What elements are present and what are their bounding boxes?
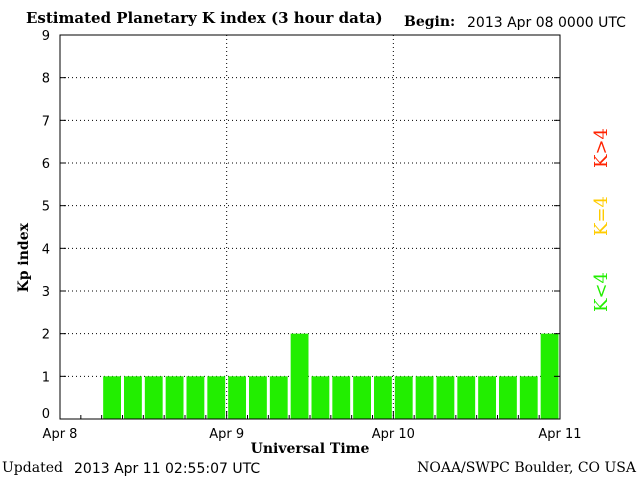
x-tick-label: Apr 8 <box>43 427 78 442</box>
kp-bar <box>228 376 246 419</box>
kp-bar <box>124 376 142 419</box>
y-tick-label: 0 <box>42 407 50 422</box>
kp-bar <box>457 376 476 419</box>
kp-bar <box>165 376 184 419</box>
kp-bar <box>374 376 392 419</box>
kp-bar <box>144 376 163 419</box>
y-tick-label: 3 <box>42 285 50 300</box>
begin-value: 2013 Apr 08 0000 UTC <box>467 15 626 31</box>
legend-k-equal-4: K=4 <box>591 196 612 236</box>
updated-label: Updated <box>2 460 63 476</box>
y-tick-label: 1 <box>42 370 50 385</box>
kp-bar <box>436 376 455 419</box>
y-tick-label: 7 <box>42 114 50 129</box>
updated-timestamp: 2013 Apr 11 02:55:07 UTC <box>74 461 261 477</box>
y-axis: 0 1 2 3 4 5 6 7 8 9 <box>42 29 560 422</box>
bars-group <box>103 333 559 419</box>
kp-bar <box>332 376 351 419</box>
x-tick-label: Apr 9 <box>209 427 244 442</box>
begin-label: Begin: <box>404 14 456 30</box>
kp-bar <box>207 376 226 419</box>
kp-bar <box>353 376 371 419</box>
kp-bar <box>103 376 121 419</box>
kp-bar <box>415 376 434 419</box>
y-tick-label: 9 <box>42 29 50 44</box>
y-tick-label: 4 <box>42 242 50 257</box>
kp-bar <box>478 376 496 419</box>
y-axis-title: Kp index <box>16 222 32 292</box>
x-axis: Apr 8 Apr 9 Apr 10 Apr 11 <box>43 411 582 442</box>
chart-title: Estimated Planetary K index (3 hour data… <box>26 9 383 27</box>
kp-bar <box>269 376 288 419</box>
kp-bar <box>186 376 205 419</box>
kp-bar <box>540 333 559 419</box>
x-tick-label: Apr 10 <box>372 427 415 442</box>
kp-bar <box>499 376 517 419</box>
kp-bar <box>519 376 538 419</box>
y-tick-label: 2 <box>42 328 50 343</box>
credit-text: NOAA/SWPC Boulder, CO USA <box>417 460 636 476</box>
x-tick-label: Apr 11 <box>538 427 581 442</box>
kp-bar <box>249 376 267 419</box>
kp-bar <box>311 376 330 419</box>
kp-bar <box>290 333 309 419</box>
y-tick-label: 5 <box>42 200 50 215</box>
legend-k-below-4: K<4 <box>591 272 612 312</box>
plot-frame <box>59 34 561 420</box>
y-tick-label: 8 <box>42 72 50 87</box>
x-axis-title: Universal Time <box>251 441 370 457</box>
grid-lines <box>60 35 560 419</box>
kp-bar <box>394 376 413 419</box>
y-tick-label: 6 <box>42 157 50 172</box>
legend-k-above-4: K>4 <box>591 128 612 168</box>
